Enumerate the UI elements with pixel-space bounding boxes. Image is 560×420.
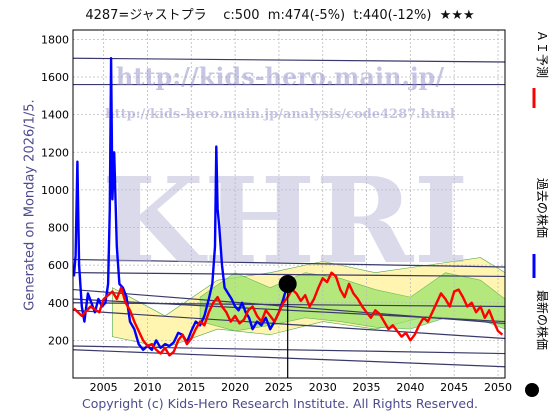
y-tick-label: 200 <box>48 334 69 347</box>
y-tick-label: 1800 <box>41 33 69 46</box>
axes <box>72 29 506 379</box>
legend-past-price: 過去の株価 <box>512 178 556 282</box>
x-tick-label: 2010 <box>133 381 161 394</box>
latest-price-marker <box>278 274 297 378</box>
chart-header: 4287=ジャストプラ c:500 m:474(-5%) t:440(-12%)… <box>85 8 475 23</box>
y-tick-label: 1600 <box>41 71 69 84</box>
past-price-line <box>72 57 289 351</box>
x-axis-ticks: 2005 2010 2015 2020 2025 2030 2035 2040 2045 2050 <box>90 381 512 394</box>
trend-line <box>72 258 506 268</box>
y-axis-ticks: 200 400 600 800 1000 1200 1400 1600 1800 <box>41 33 69 347</box>
watermark: http://kids-hero.main.jp/ http://kids-he… <box>101 62 468 290</box>
x-tick-label: 2045 <box>440 381 468 394</box>
ai-prediction-line <box>73 271 504 357</box>
x-tick-label: 2050 <box>484 381 512 394</box>
y-tick-label: 400 <box>48 297 69 310</box>
plot-frame <box>72 29 506 379</box>
legend-latest-dot <box>525 383 539 397</box>
x-tick-label: 2015 <box>177 381 205 394</box>
watermark-url-main: http://kids-hero.main.jp/ <box>116 62 444 91</box>
legend: ＡＩ予測 過去の株価 最新の株価 <box>512 28 556 408</box>
generated-date-label: Generated on Monday 2026/1/5. <box>22 99 38 311</box>
trend-line <box>72 272 506 278</box>
trend-lines <box>72 57 506 368</box>
x-tick-label: 2005 <box>90 381 118 394</box>
x-tick-label: 2040 <box>396 381 424 394</box>
watermark-url-analysis: http://kids-hero.main.jp/analysis/code42… <box>105 107 455 122</box>
trend-line <box>72 57 506 63</box>
legend-ai-prediction-label: ＡＩ予測 <box>535 30 549 78</box>
y-tick-label: 1400 <box>41 109 69 122</box>
y-tick-label: 800 <box>48 222 69 235</box>
y-tick-label: 600 <box>48 259 69 272</box>
latest-price-dot <box>278 274 297 293</box>
legend-past-price-label: 過去の株価 <box>535 178 550 238</box>
x-tick-label: 2035 <box>353 381 381 394</box>
x-tick-label: 2030 <box>309 381 337 394</box>
y-tick-label: 1000 <box>41 184 69 197</box>
price-series <box>72 57 504 357</box>
x-tick-label: 2025 <box>265 381 293 394</box>
trend-line <box>72 298 506 323</box>
x-tick-label: 2020 <box>221 381 249 394</box>
y-tick-label: 1200 <box>41 146 69 159</box>
trend-line <box>72 302 506 308</box>
trend-line <box>72 309 506 340</box>
copyright-footer: Copyright (c) Kids-Hero Research Institu… <box>81 396 479 411</box>
legend-latest-price: 最新の株価 <box>512 290 556 404</box>
legend-ai-prediction: ＡＩ予測 <box>512 28 556 112</box>
legend-latest-price-label: 最新の株価 <box>535 290 550 350</box>
gridlines <box>73 30 505 378</box>
watermark-logo: KHRI <box>101 151 468 290</box>
trend-line <box>72 349 506 368</box>
